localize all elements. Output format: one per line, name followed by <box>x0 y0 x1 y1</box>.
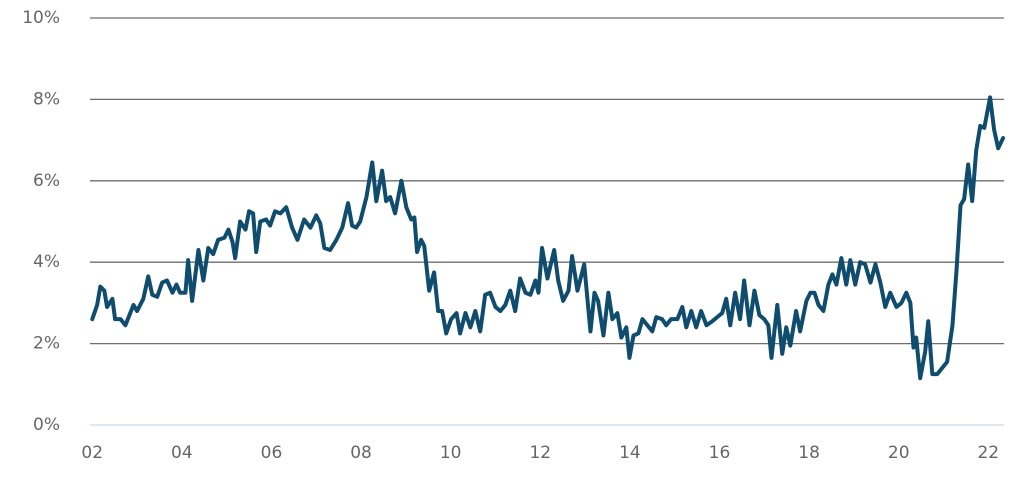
x-tick-label: 20 <box>888 443 910 463</box>
x-tick-label: 06 <box>261 443 283 463</box>
x-tick-label: 08 <box>350 443 372 463</box>
x-tick-label: 18 <box>798 443 820 463</box>
x-tick-label: 16 <box>709 443 731 463</box>
x-tick-label: 12 <box>529 443 551 463</box>
y-tick-label: 4% <box>33 252 60 272</box>
y-tick-label: 10% <box>22 8 60 28</box>
y-tick-label: 8% <box>33 89 60 109</box>
x-tick-label: 14 <box>619 443 641 463</box>
y-tick-label: 6% <box>33 171 60 191</box>
x-tick-label: 02 <box>81 443 103 463</box>
y-tick-label: 0% <box>33 415 60 435</box>
y-tick-label: 2% <box>33 334 60 354</box>
x-tick-label: 22 <box>977 443 999 463</box>
x-tick-label: 04 <box>171 443 193 463</box>
x-tick-label: 10 <box>440 443 462 463</box>
data-line <box>90 95 1006 381</box>
